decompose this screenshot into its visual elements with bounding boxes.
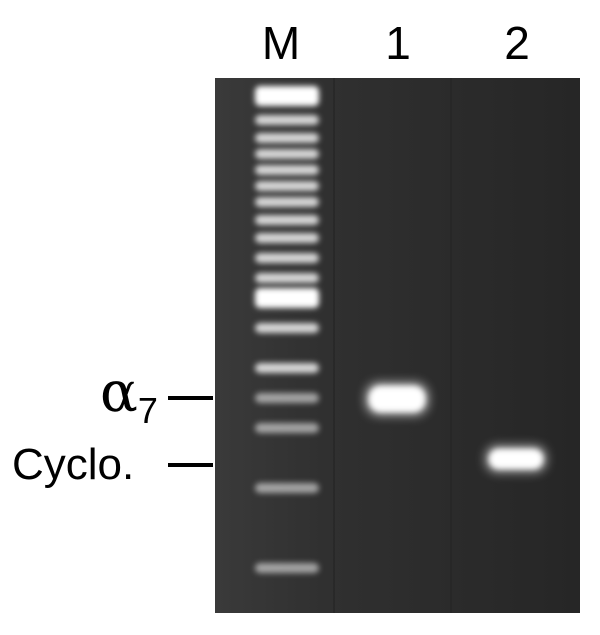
ladder-band bbox=[255, 133, 319, 143]
ladder-band bbox=[255, 363, 319, 373]
lane-divider bbox=[333, 78, 335, 613]
alpha7-tick bbox=[168, 396, 213, 400]
alpha-symbol: α bbox=[100, 360, 138, 425]
lane-label-marker: M bbox=[261, 17, 301, 69]
ladder-band bbox=[255, 483, 319, 493]
ladder-band bbox=[255, 233, 319, 243]
ladder-band bbox=[255, 181, 319, 191]
ladder-band bbox=[255, 563, 319, 573]
ladder-band bbox=[255, 323, 319, 333]
ladder-band bbox=[255, 288, 319, 308]
ladder-band bbox=[255, 149, 319, 159]
ladder-band bbox=[255, 423, 319, 433]
cyclo-label: Cyclo. bbox=[12, 440, 135, 489]
lane-1-alpha7-band bbox=[365, 382, 429, 416]
ladder-band bbox=[255, 197, 319, 207]
lane-label-1: 1 bbox=[385, 17, 411, 69]
lane-2-cyclo-band bbox=[485, 445, 547, 473]
ladder-band bbox=[255, 86, 319, 106]
lane-divider bbox=[450, 78, 452, 613]
ladder-band bbox=[255, 165, 319, 175]
alpha-subscript: 7 bbox=[137, 390, 158, 431]
marker-ladder bbox=[255, 86, 319, 573]
cyclo-tick bbox=[168, 463, 213, 467]
ladder-band bbox=[255, 115, 319, 125]
ladder-band bbox=[255, 215, 319, 225]
ladder-band bbox=[255, 393, 319, 403]
lane-label-2: 2 bbox=[504, 17, 530, 69]
ladder-band bbox=[255, 273, 319, 283]
ladder-band bbox=[255, 253, 319, 263]
gel-image bbox=[215, 78, 580, 613]
alpha7-label: α7 bbox=[100, 362, 158, 441]
